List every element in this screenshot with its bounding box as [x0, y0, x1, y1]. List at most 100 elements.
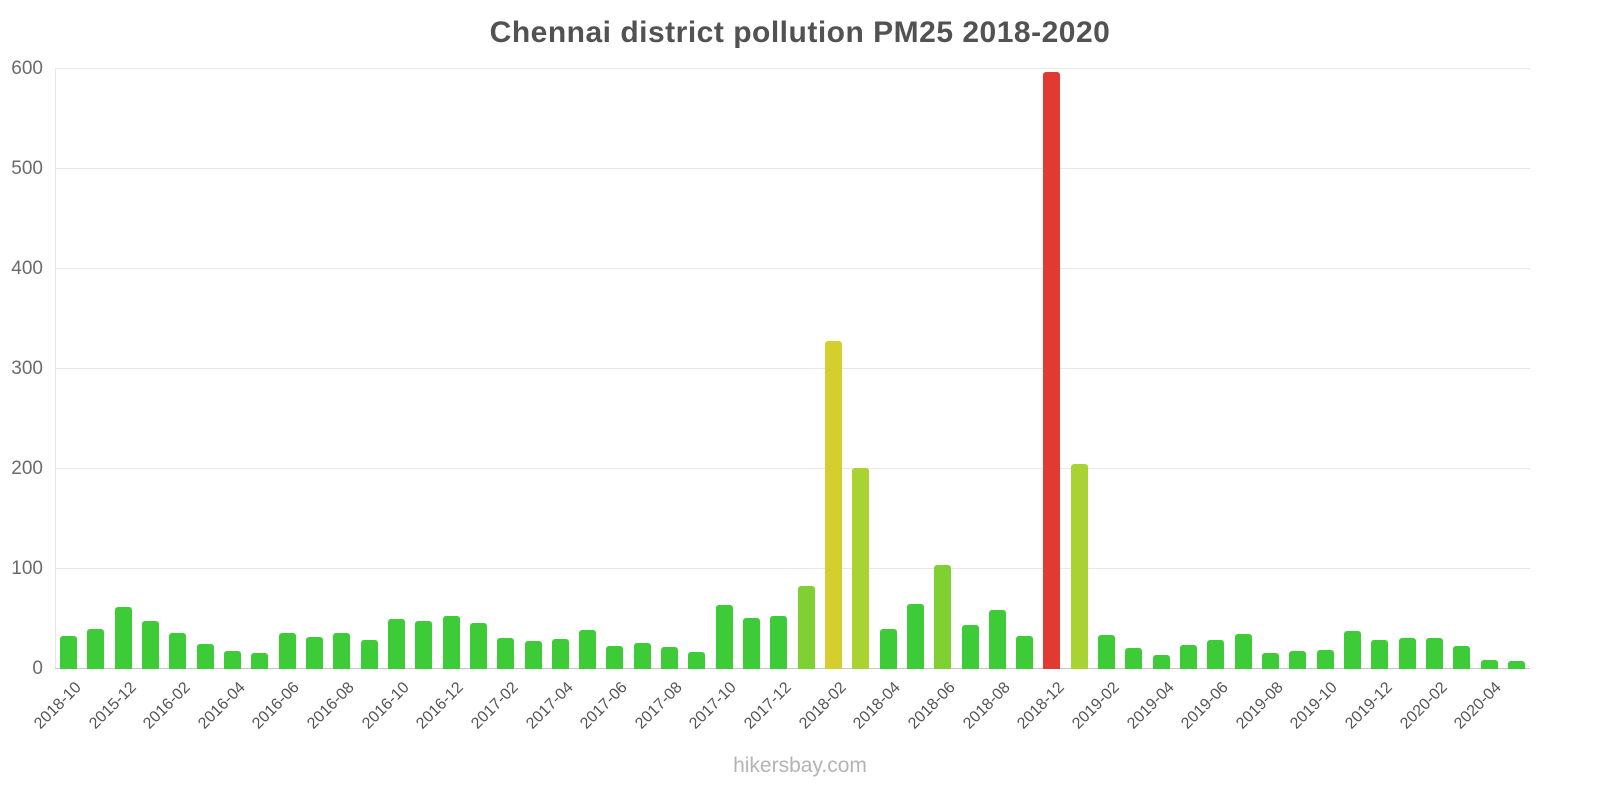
y-axis-tick-label: 600 [11, 58, 43, 79]
bar[interactable] [579, 630, 597, 669]
y-axis-tick-label: 300 [11, 358, 43, 379]
bar-2018-02[interactable] [824, 341, 842, 669]
bar-2016-12[interactable] [442, 616, 460, 669]
x-axis-label: 2015-12 [85, 679, 140, 733]
bar[interactable] [743, 618, 761, 669]
x-axis-label: 2020-04 [1451, 679, 1506, 733]
bar-2017-10[interactable] [715, 605, 733, 669]
x-axis-label: 2019-12 [1342, 679, 1396, 733]
bar-2015-12[interactable] [114, 607, 132, 669]
bar-2016-06[interactable] [278, 633, 296, 669]
bar[interactable] [305, 637, 323, 669]
bar[interactable] [797, 586, 815, 669]
watermark: hikersbay.com [733, 754, 867, 777]
x-axis-label: 2019-08 [1232, 679, 1287, 733]
gridline-0 [55, 668, 1530, 669]
bar-2016-08[interactable] [333, 633, 351, 669]
bar-2019-08[interactable] [1262, 653, 1279, 669]
x-axis-label: 2018-04 [850, 679, 905, 733]
x-axis-label: 2016-08 [304, 679, 358, 733]
bar-2017-02[interactable] [497, 638, 515, 669]
bar[interactable] [87, 629, 105, 669]
bar[interactable] [251, 653, 269, 669]
x-axis-label: 2018-02 [795, 679, 850, 733]
gridline-300 [55, 368, 1530, 369]
x-axis-label: 2017-08 [632, 679, 686, 733]
gridline-600 [55, 68, 1530, 69]
bar-2017-12[interactable] [770, 616, 788, 669]
bar[interactable] [1234, 634, 1252, 669]
x-axis-label: 2018-10 [31, 679, 85, 733]
y-axis-line [55, 69, 56, 669]
bar-2020-04[interactable] [1480, 660, 1498, 669]
x-axis-label: 2016-04 [195, 679, 249, 733]
plot-area: 0 100 200 300 400 500 600 2018-10 2015-12 2016-02… [11, 58, 1530, 733]
bar[interactable] [1343, 631, 1361, 669]
y-axis-tick-label: 0 [32, 658, 43, 679]
bar[interactable] [852, 468, 870, 669]
bar-2017-08[interactable] [661, 647, 679, 669]
bar[interactable] [469, 623, 487, 669]
y-axis-tick-label: 200 [11, 458, 43, 479]
x-axis-label: 2017-06 [577, 679, 631, 733]
bar[interactable] [688, 652, 706, 669]
bar[interactable] [196, 644, 214, 669]
bar-2018-10[interactable] [60, 636, 78, 669]
chart-title: Chennai district pollution PM25 2018-202… [489, 16, 1111, 49]
bar[interactable] [1398, 638, 1416, 669]
x-axis-label: 2017-04 [522, 679, 577, 733]
bar-2020-02[interactable] [1425, 638, 1443, 669]
x-axis-label: 2017-10 [686, 679, 741, 733]
bar-2017-06[interactable] [606, 646, 624, 669]
gridline-400 [55, 268, 1530, 269]
x-axis-label: 2016-12 [413, 679, 468, 733]
gridline-200 [55, 468, 1530, 469]
x-axis-label: 2017-12 [741, 679, 795, 733]
x-axis-label: 2019-02 [1069, 679, 1123, 733]
bar-2018-08[interactable] [988, 610, 1006, 669]
y-axis-tick-label: 100 [11, 558, 43, 579]
x-axis-label: 2019-10 [1287, 679, 1342, 733]
bar-2018-04[interactable] [879, 629, 897, 669]
bar[interactable] [1125, 648, 1143, 669]
bar-2018-06[interactable] [934, 565, 952, 669]
bar-2017-04[interactable] [551, 639, 569, 669]
x-axis-label: 2020-02 [1396, 679, 1451, 733]
x-axis-label: 2017-02 [468, 679, 522, 733]
x-axis-label: 2016-10 [358, 679, 413, 733]
x-axis-label: 2018-12 [1014, 679, 1069, 733]
bar-2016-02[interactable] [169, 633, 187, 669]
bar[interactable] [906, 604, 924, 669]
bar[interactable] [1180, 645, 1198, 669]
bar-2019-02[interactable] [1098, 635, 1116, 669]
x-axis-label: 2018-06 [905, 679, 959, 733]
bar-2016-10[interactable] [387, 619, 405, 669]
bar-2018-12[interactable] [1043, 72, 1061, 669]
bar-2016-04[interactable] [224, 651, 242, 669]
y-axis-tick-label: 400 [11, 258, 43, 279]
bar[interactable] [1289, 651, 1307, 669]
bar[interactable] [524, 641, 542, 669]
gridline-500 [55, 168, 1530, 169]
bar[interactable] [360, 640, 378, 669]
bar[interactable] [633, 643, 651, 669]
x-axis-label: 2019-06 [1178, 679, 1232, 733]
bar-2019-06[interactable] [1207, 640, 1225, 669]
bar[interactable] [1507, 661, 1525, 669]
bar-2019-12[interactable] [1371, 640, 1389, 669]
bar[interactable] [415, 621, 433, 669]
x-axis-label: 2016-02 [140, 679, 194, 733]
bar[interactable] [961, 625, 979, 669]
bar[interactable] [142, 621, 160, 669]
bar[interactable] [1070, 464, 1088, 669]
bar-2019-04[interactable] [1152, 655, 1170, 669]
x-axis-label: 2019-04 [1123, 679, 1178, 733]
bar[interactable] [1453, 646, 1471, 669]
x-axis-label: 2016-06 [249, 679, 304, 733]
gridline-100 [55, 568, 1530, 569]
x-axis-label: 2018-08 [959, 679, 1014, 733]
bar-2019-10[interactable] [1316, 650, 1334, 669]
bar[interactable] [1016, 636, 1034, 669]
y-axis-tick-label: 500 [11, 158, 43, 179]
